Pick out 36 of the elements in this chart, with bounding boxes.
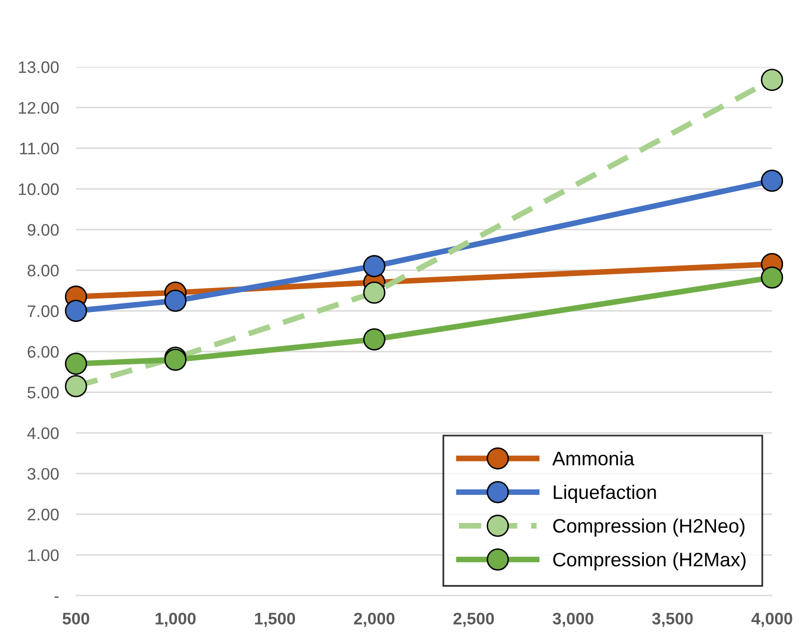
legend-label: Ammonia bbox=[552, 451, 634, 466]
y-tick-label: 6.00 bbox=[28, 346, 59, 358]
point bbox=[760, 68, 784, 92]
point bbox=[760, 266, 784, 289]
x-tick-label: 4,000 bbox=[751, 612, 792, 627]
x-tick-label: 2,000 bbox=[354, 612, 394, 627]
legend-label: Liquefaction bbox=[554, 484, 656, 503]
point bbox=[760, 170, 784, 192]
y-tick-label: 10.00 bbox=[18, 183, 59, 196]
point bbox=[363, 281, 386, 304]
y-tick-label: 8.00 bbox=[28, 264, 59, 276]
point bbox=[64, 352, 88, 375]
y-tick-label: 5.00 bbox=[28, 386, 59, 398]
y-tick-label: 12.00 bbox=[18, 102, 59, 114]
y-tick-label: 9.00 bbox=[28, 224, 59, 236]
y-tick-label: 7.00 bbox=[28, 305, 59, 318]
point bbox=[64, 375, 88, 398]
y-tick-label: 3.00 bbox=[28, 468, 59, 480]
y-tick-label: 4.00 bbox=[27, 427, 59, 440]
y-tick-label: 2.00 bbox=[28, 508, 59, 520]
y-tick-label: 1.00 bbox=[28, 549, 59, 562]
x-tick-label: 1,000 bbox=[156, 612, 196, 627]
x-tick-label: 500 bbox=[62, 612, 90, 625]
x-tick-label: 3,000 bbox=[552, 612, 594, 627]
point bbox=[64, 300, 88, 322]
y-tick-label: 11.00 bbox=[20, 142, 59, 154]
legend-label: Compression (H2Neo) bbox=[553, 518, 744, 537]
legend-label: Compression (H2Max) bbox=[553, 552, 746, 570]
x-tick-label: 1,500 bbox=[255, 612, 296, 627]
x-tick-label: 3,500 bbox=[652, 612, 693, 627]
x-tick-label: 2,500 bbox=[453, 612, 494, 627]
y-tick-label: - bbox=[54, 596, 59, 598]
point bbox=[363, 255, 386, 278]
y-tick-label: 13.00 bbox=[18, 61, 59, 74]
point bbox=[363, 328, 386, 350]
point bbox=[164, 290, 187, 312]
